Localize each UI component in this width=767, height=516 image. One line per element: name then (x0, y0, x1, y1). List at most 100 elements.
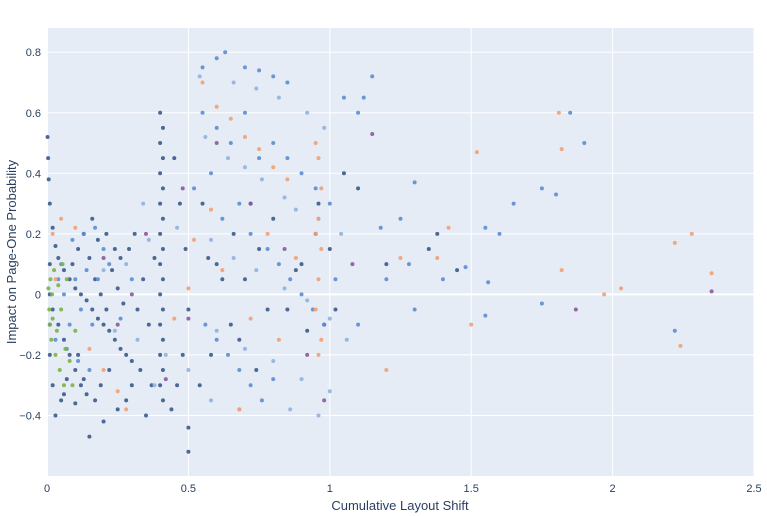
data-point (56, 322, 61, 327)
data-point (689, 231, 694, 236)
data-point (313, 186, 318, 191)
data-point (220, 277, 225, 282)
data-points (45, 50, 714, 454)
data-point (426, 246, 431, 251)
data-point (50, 231, 55, 236)
data-point (143, 231, 148, 236)
data-point (242, 134, 247, 139)
data-point (61, 268, 66, 273)
data-point (104, 231, 109, 236)
data-point (497, 231, 502, 236)
data-point (70, 262, 75, 267)
data-point (271, 74, 276, 79)
data-point (50, 225, 55, 230)
data-point (197, 383, 202, 388)
data-point (209, 398, 214, 403)
data-point (149, 383, 154, 388)
data-point (87, 434, 92, 439)
data-point (257, 246, 262, 251)
data-point (327, 389, 332, 394)
data-point (160, 398, 165, 403)
data-point (163, 377, 168, 382)
data-point (53, 413, 58, 418)
data-point (61, 392, 66, 397)
data-point (299, 171, 304, 176)
x-tick-label: 2 (610, 483, 616, 495)
data-point (90, 322, 95, 327)
data-point (95, 316, 100, 321)
data-point (76, 352, 81, 357)
data-point (160, 277, 165, 282)
data-point (183, 246, 188, 251)
data-point (73, 277, 78, 282)
data-point (285, 156, 290, 161)
data-point (370, 74, 375, 79)
data-point (169, 407, 174, 412)
data-point (186, 425, 191, 430)
data-point (141, 201, 146, 206)
data-point (52, 268, 57, 273)
data-point (228, 322, 233, 327)
data-point (568, 110, 573, 115)
data-point (46, 156, 51, 161)
data-point (160, 125, 165, 130)
data-point (469, 322, 474, 327)
data-point (293, 256, 298, 261)
data-point (378, 225, 383, 230)
data-point (276, 337, 281, 342)
data-point (341, 95, 346, 100)
data-point (200, 80, 205, 85)
data-point (101, 419, 106, 424)
data-point (486, 280, 491, 285)
x-axis-title: Cumulative Layout Shift (331, 498, 469, 513)
data-point (322, 125, 327, 130)
data-point (158, 231, 163, 236)
data-point (78, 292, 83, 297)
data-point (64, 377, 69, 382)
data-point (197, 74, 202, 79)
data-point (556, 110, 561, 115)
data-point (129, 292, 134, 297)
data-point (370, 131, 375, 136)
data-point (61, 292, 66, 297)
x-tick-label: 0 (44, 483, 50, 495)
data-point (248, 383, 253, 388)
data-point (582, 141, 587, 146)
data-point (158, 171, 163, 176)
y-tick-labels: −0.4 −0.2 0 0.2 0.4 0.6 0.8 (19, 47, 41, 422)
data-point (186, 307, 191, 312)
data-point (73, 368, 78, 373)
data-point (299, 377, 304, 382)
data-point (93, 277, 98, 282)
data-point (186, 286, 191, 291)
data-point (132, 231, 137, 236)
data-point (107, 262, 112, 267)
data-point (237, 368, 242, 373)
x-gridlines (46, 28, 755, 476)
data-point (257, 156, 262, 161)
data-point (203, 134, 208, 139)
data-point (180, 352, 185, 357)
data-point (316, 216, 321, 221)
data-point (356, 322, 361, 327)
data-point (163, 352, 168, 357)
data-point (112, 246, 117, 251)
data-point (46, 286, 51, 291)
data-point (53, 352, 58, 357)
data-point (313, 231, 318, 236)
data-point (186, 449, 191, 454)
data-point (146, 322, 151, 327)
data-point (110, 268, 115, 273)
data-point (313, 307, 318, 312)
data-point (206, 256, 211, 261)
data-point (285, 177, 290, 182)
data-point (158, 352, 163, 357)
data-point (158, 383, 163, 388)
data-point (333, 277, 338, 282)
data-point (64, 277, 69, 282)
data-point (384, 368, 389, 373)
y-tick-label: 0.2 (26, 229, 41, 241)
data-point (63, 346, 68, 351)
data-point (282, 246, 287, 251)
